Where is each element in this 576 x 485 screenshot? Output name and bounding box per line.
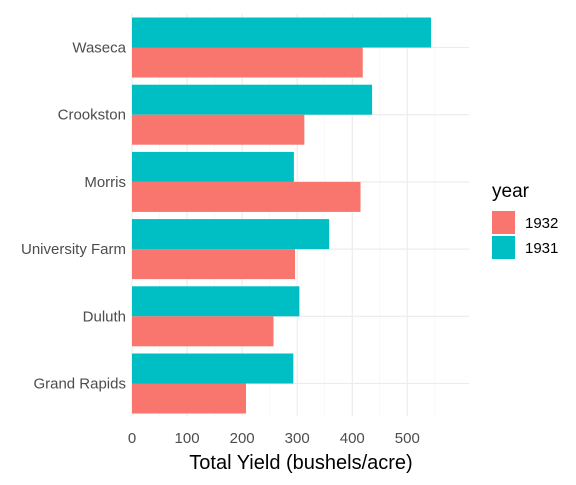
x-tick-label: 100 bbox=[175, 430, 200, 447]
y-tick-label: Morris bbox=[84, 174, 126, 191]
x-tick-label: 200 bbox=[230, 430, 255, 447]
bar-1932 bbox=[132, 181, 361, 212]
bar-1931 bbox=[132, 219, 330, 250]
y-tick-label: Waseca bbox=[72, 40, 126, 57]
y-tick-label: Duluth bbox=[83, 308, 126, 325]
legend-key-1931 bbox=[492, 236, 515, 259]
legend: year 1932 1931 bbox=[492, 181, 558, 259]
x-tick-label: 400 bbox=[340, 430, 365, 447]
y-tick-label: University Farm bbox=[21, 241, 126, 258]
bar-1931 bbox=[132, 151, 294, 182]
x-tick-label: 500 bbox=[395, 430, 420, 447]
x-tick-label: 0 bbox=[128, 430, 136, 447]
legend-label-1932: 1932 bbox=[525, 215, 558, 232]
x-axis-title: Total Yield (bushels/acre) bbox=[189, 452, 412, 474]
bar-1932 bbox=[132, 114, 305, 145]
y-tick-label: Grand Rapids bbox=[33, 376, 126, 393]
bar-1932 bbox=[132, 47, 363, 78]
bar-1932 bbox=[132, 316, 274, 347]
y-axis: Waseca Crookston Morris University Farm Dulu… bbox=[21, 40, 127, 393]
legend-label-1931: 1931 bbox=[525, 240, 558, 257]
bar-1931 bbox=[132, 286, 300, 317]
bar-1931 bbox=[132, 84, 373, 115]
x-tick-label: 300 bbox=[285, 430, 310, 447]
legend-title: year bbox=[492, 181, 530, 202]
bar-layer bbox=[132, 17, 432, 414]
bar-1932 bbox=[132, 249, 295, 280]
bar-1931 bbox=[132, 17, 432, 48]
bar-1932 bbox=[132, 383, 246, 414]
x-axis: 0 100 200 300 400 500 bbox=[128, 430, 420, 447]
bar-1931 bbox=[132, 353, 294, 384]
y-tick-label: Crookston bbox=[58, 107, 126, 124]
legend-key-1932 bbox=[492, 211, 515, 234]
